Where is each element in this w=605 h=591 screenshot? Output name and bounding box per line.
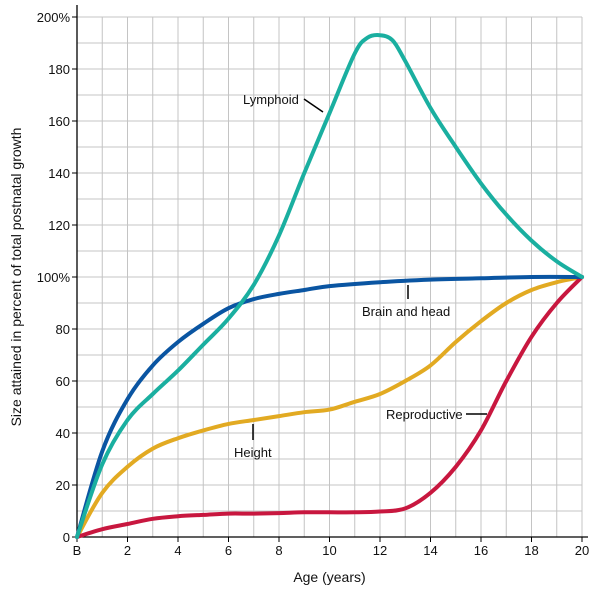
x-tick-label: 4 bbox=[174, 543, 181, 558]
y-tick-labels: 0 20 40 60 80 100% 120 140 160 180 200% bbox=[37, 10, 77, 545]
y-tick-label: 0 bbox=[63, 530, 70, 545]
axes bbox=[76, 5, 588, 538]
x-tick-label: 12 bbox=[373, 543, 387, 558]
x-tick-labels: B 2 4 6 8 10 12 14 16 18 20 bbox=[73, 537, 589, 558]
y-axis-title: Size attained in percent of total postna… bbox=[8, 128, 24, 427]
series-line-reproductive bbox=[75, 275, 584, 539]
y-tick-label: 120 bbox=[48, 218, 70, 233]
x-tick-label: 18 bbox=[524, 543, 538, 558]
y-tick-label: 20 bbox=[56, 478, 70, 493]
series-line-height bbox=[75, 275, 584, 539]
x-tick-label: 10 bbox=[322, 543, 336, 558]
y-tick-label: 80 bbox=[56, 322, 70, 337]
y-tick-label: 40 bbox=[56, 426, 70, 441]
annotation-label: Reproductive bbox=[386, 407, 463, 422]
y-tick-label: 60 bbox=[56, 374, 70, 389]
x-axis-title: Age (years) bbox=[293, 569, 365, 585]
annotation-leader bbox=[303, 98, 324, 113]
x-tick-label: B bbox=[73, 543, 82, 558]
series-line-brain-and-head bbox=[75, 274, 584, 539]
x-tick-label: 16 bbox=[474, 543, 488, 558]
annotation-label: Brain and head bbox=[362, 304, 450, 319]
y-tick-label: 140 bbox=[48, 166, 70, 181]
annotation-label: Height bbox=[234, 445, 272, 460]
series-line-lymphoid bbox=[75, 33, 584, 539]
annotation-label: Lymphoid bbox=[243, 92, 299, 107]
x-tick-label: 6 bbox=[225, 543, 232, 558]
grid bbox=[77, 16, 583, 537]
x-tick-label: 2 bbox=[124, 543, 131, 558]
x-tick-label: 14 bbox=[423, 543, 437, 558]
y-tick-label: 160 bbox=[48, 114, 70, 129]
y-tick-label: 180 bbox=[48, 62, 70, 77]
x-tick-label: 8 bbox=[275, 543, 282, 558]
series-lines bbox=[75, 33, 584, 539]
series-annotations: Lymphoid Brain and head Height Reproductive bbox=[234, 92, 487, 460]
x-tick-label: 20 bbox=[575, 543, 589, 558]
y-tick-label: 100% bbox=[37, 270, 71, 285]
y-tick-label: 200% bbox=[37, 10, 71, 25]
